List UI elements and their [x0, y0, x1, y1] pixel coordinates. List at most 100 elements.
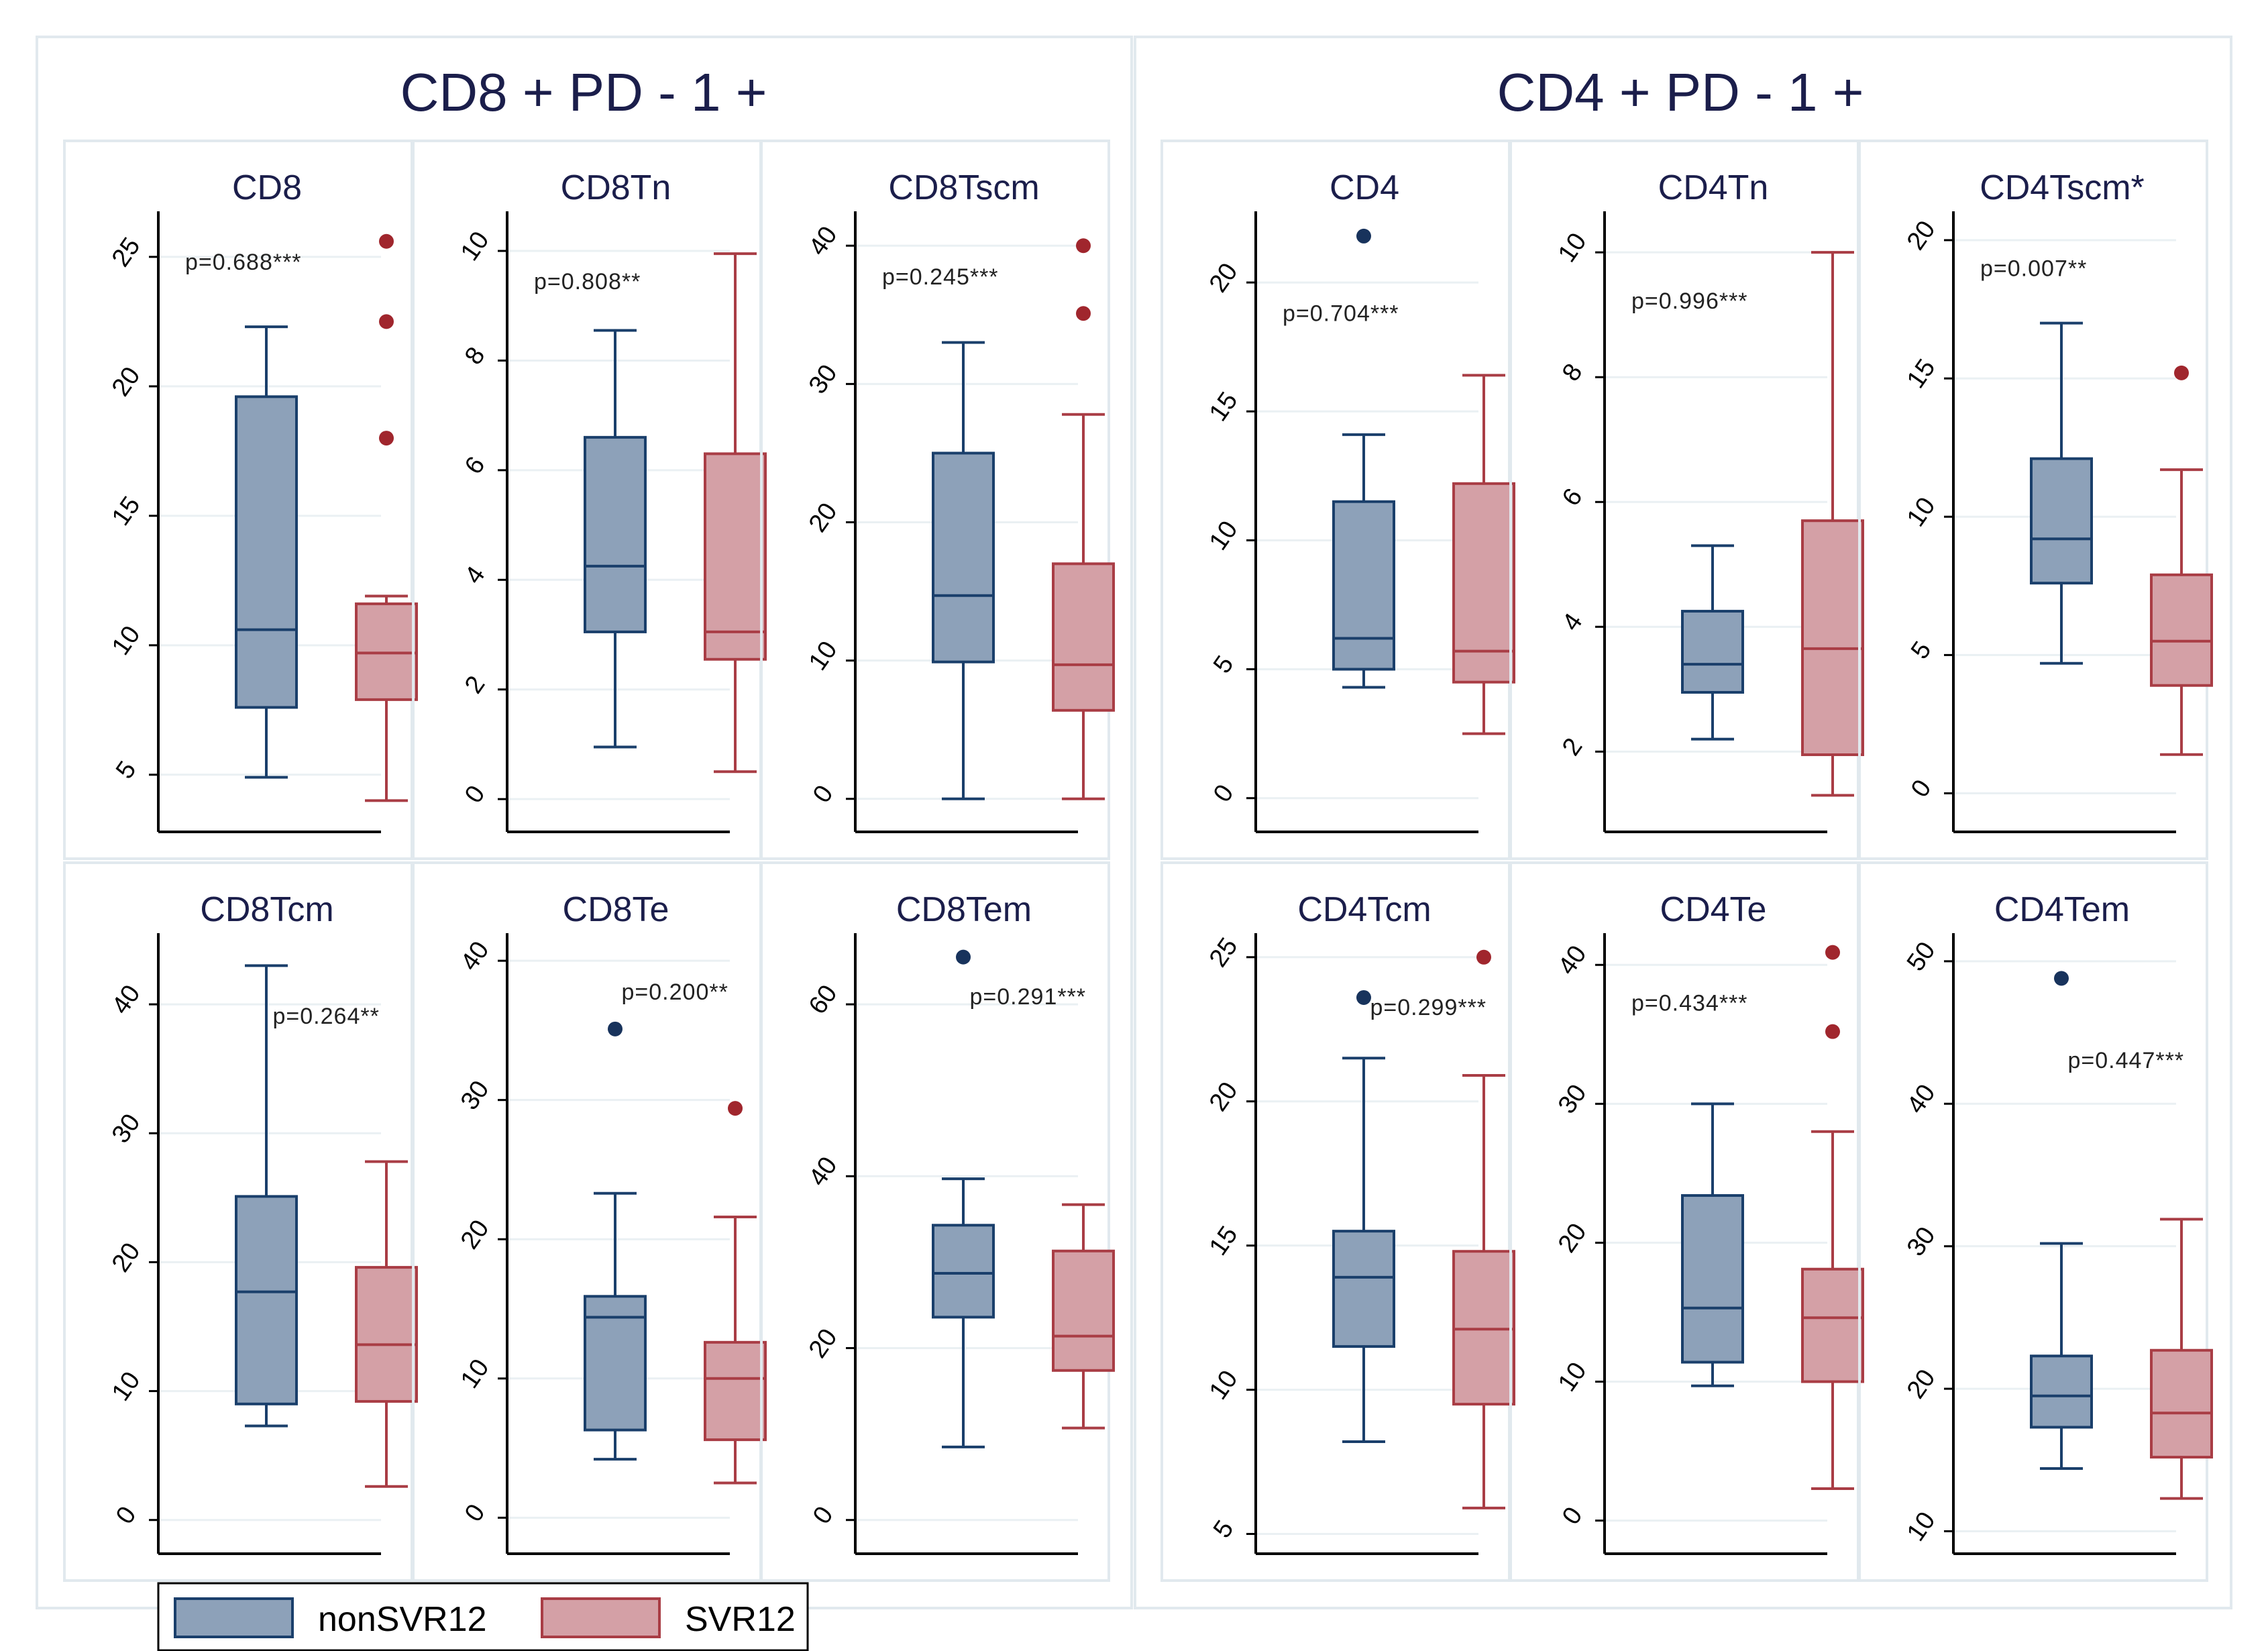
y-tick-label: 10 — [455, 227, 495, 266]
outlier-point — [1076, 306, 1091, 321]
y-tick-label: 8 — [1557, 359, 1588, 386]
box-svr12 — [1801, 251, 1864, 797]
panel-title: CD8Tscm — [888, 168, 1039, 207]
panel-frame — [1160, 861, 1511, 1582]
iqr-box — [1681, 1194, 1744, 1364]
y-tick-label: 0 — [1557, 1502, 1588, 1530]
y-tick-label: 20 — [804, 498, 843, 537]
p-value-label: p=0.434*** — [1631, 991, 1748, 1016]
panel-frame — [1858, 861, 2208, 1582]
y-tick-label: 10 — [107, 1367, 146, 1406]
box-nonsvr12 — [1332, 990, 1395, 1443]
panel-cd8tn: CD8Tn 0 2 4 6 8 10 p=0.808** — [412, 140, 767, 860]
y-tick-label: 15 — [107, 492, 146, 531]
y-tick-label: 10 — [455, 1354, 495, 1394]
y-tick-label: 20 — [1902, 216, 1941, 256]
iqr-box — [704, 452, 767, 661]
y-tick-label: 60 — [804, 980, 843, 1020]
y-tick-label: 5 — [1906, 637, 1937, 664]
y-tick-label: 20 — [107, 1238, 146, 1277]
y-tick-label: 50 — [1902, 937, 1941, 977]
y-tick-label: 20 — [107, 362, 146, 402]
y-tick-label: 40 — [455, 937, 495, 976]
box-svr12 — [355, 233, 418, 802]
outlier-point — [1356, 228, 1371, 244]
outlier-point — [1476, 949, 1491, 965]
p-value-label: p=0.808** — [534, 269, 641, 295]
y-tick-label: 10 — [1902, 492, 1941, 532]
box-nonsvr12 — [584, 329, 647, 749]
y-tick-label: 2 — [1557, 733, 1588, 761]
box-svr12 — [1801, 945, 1864, 1490]
p-value-label: p=0.299*** — [1370, 995, 1487, 1020]
iqr-box — [2030, 457, 2093, 585]
outlier-point — [1076, 238, 1091, 254]
box-nonsvr12 — [584, 1021, 647, 1461]
panel-frame — [1858, 140, 2208, 860]
y-tick-label: 6 — [460, 451, 491, 479]
box-svr12 — [2150, 1218, 2213, 1500]
outlier-point — [379, 314, 394, 329]
box-nonsvr12 — [932, 949, 995, 1448]
y-tick-label: 15 — [1204, 387, 1244, 427]
box-svr12 — [1452, 374, 1515, 735]
box-svr12 — [1452, 949, 1515, 1509]
y-tick-label: 20 — [1204, 258, 1244, 298]
y-tick-label: 30 — [107, 1109, 146, 1149]
y-tick-label: 20 — [1553, 1218, 1592, 1258]
y-tick-label: 0 — [460, 781, 491, 808]
y-tick-label: 25 — [107, 233, 146, 272]
y-tick-label: 20 — [1902, 1365, 1941, 1404]
y-tick-label: 40 — [1553, 941, 1592, 980]
legend-label-nonsvr12: nonSVR12 — [318, 1600, 487, 1639]
panel-cd8tem: CD8Tem 0 20 40 60 p=0.291*** — [760, 861, 1115, 1582]
y-tick-label: 40 — [804, 1152, 843, 1191]
outlier-point — [379, 431, 394, 446]
iqr-box — [2150, 573, 2213, 687]
group-frame-cd4 — [1134, 36, 2232, 1609]
y-tick-label: 10 — [1902, 1507, 1941, 1546]
outlier-point — [1825, 945, 1840, 960]
panel-title: CD8Tcm — [200, 890, 333, 929]
y-tick-label: 40 — [804, 221, 843, 261]
iqr-box — [235, 1195, 298, 1405]
panel-cd4tscm: CD4Tscm* 0 5 10 15 20 p=0.007** — [1858, 140, 2213, 860]
box-nonsvr12 — [1681, 544, 1744, 741]
y-tick-label: 15 — [1204, 1221, 1244, 1261]
box-nonsvr12 — [235, 325, 298, 779]
box-svr12 — [1052, 238, 1115, 800]
panel-cd8te: CD8Te 0 10 20 30 40 p=0.200** — [412, 861, 767, 1582]
iqr-box — [1801, 1267, 1864, 1383]
box-nonsvr12 — [932, 341, 995, 800]
box-nonsvr12 — [235, 964, 298, 1428]
y-tick-label: 0 — [808, 1501, 839, 1529]
panel-cd4: CD4 0 5 10 15 20 p=0.704*** — [1160, 140, 1515, 860]
box-svr12 — [704, 252, 767, 774]
panel-cd4te: CD4Te 0 10 20 30 40 p=0.434*** — [1509, 861, 1864, 1582]
iqr-box — [932, 1224, 995, 1319]
y-tick-label: 30 — [1902, 1222, 1941, 1261]
iqr-box — [1332, 500, 1395, 671]
y-tick-label: 40 — [107, 980, 146, 1020]
box-svr12 — [2150, 365, 2213, 756]
outlier-point — [956, 949, 971, 965]
iqr-box — [584, 435, 647, 633]
iqr-box — [1052, 1249, 1115, 1372]
iqr-box — [1681, 610, 1744, 694]
legend-swatch-svr12 — [541, 1597, 661, 1638]
y-tick-label: 20 — [1204, 1077, 1244, 1116]
y-tick-label: 15 — [1902, 354, 1941, 394]
box-nonsvr12 — [1681, 1102, 1744, 1387]
outlier-point — [379, 233, 394, 249]
iqr-box — [704, 1340, 767, 1442]
group-title-cd4: CD4 + PD - 1 + — [1497, 62, 1864, 122]
iqr-box — [1332, 1230, 1395, 1348]
panel-title: CD8Tn — [561, 168, 671, 207]
outlier-point — [728, 1101, 743, 1116]
p-value-label: p=0.996*** — [1631, 288, 1748, 314]
y-tick-label: 10 — [804, 636, 843, 676]
panel-title: CD8 — [232, 168, 302, 207]
y-tick-label: 10 — [1204, 1365, 1244, 1405]
y-tick-label: 0 — [808, 780, 839, 808]
y-tick-label: 25 — [1204, 933, 1244, 973]
